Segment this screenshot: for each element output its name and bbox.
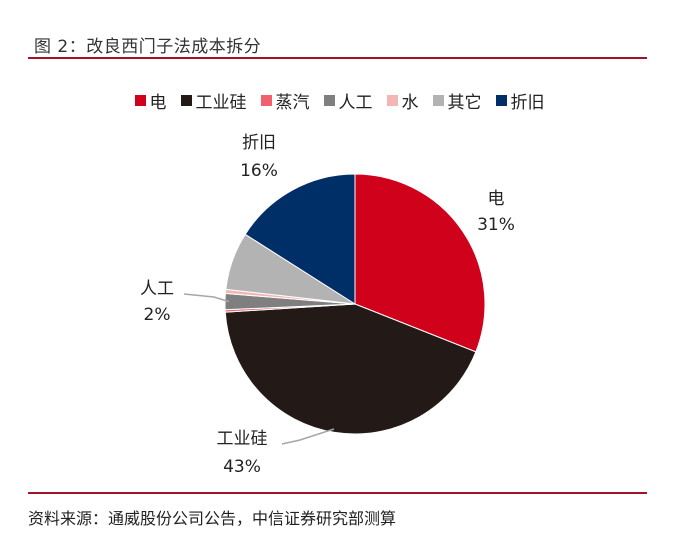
slice-pct-silicon: 43% [223,457,261,477]
pie-slice-1 [224,303,477,435]
legend-label: 工业硅 [195,93,247,113]
legend-item-6: 折旧 [495,88,545,113]
legend-item-5: 其它 [432,88,482,113]
legend: 电 工业硅 蒸汽 人工 水 其它 折旧 [0,88,679,113]
legend-label: 水 [401,93,419,113]
legend-label: 电 [149,93,167,113]
top-divider [28,57,647,59]
legend-swatch [386,95,398,106]
slice-pct-depreciation: 16% [240,161,278,181]
legend-item-1: 工业硅 [180,88,247,113]
pie-slice-0 [354,173,486,353]
legend-label: 折旧 [510,93,545,113]
legend-label: 蒸汽 [275,93,310,113]
legend-swatch [432,95,444,106]
slice-label-depreciation: 折旧 [242,133,276,153]
bottom-divider [28,492,647,494]
legend-item-4: 水 [386,88,419,113]
legend-item-2: 蒸汽 [260,88,310,113]
slice-pct-electricity: 31% [477,215,515,235]
slice-label-silicon: 工业硅 [217,429,268,449]
legend-swatch [180,95,192,106]
slice-label-electricity: 电 [488,189,505,209]
pie-slice-6 [244,173,356,305]
figure-title: 图 2：改良西门子法成本拆分 [34,37,262,57]
legend-label: 其它 [447,93,482,113]
legend-item-0: 电 [134,88,167,113]
source-note: 资料来源：通威股份公司公告，中信证券研究部测算 [28,509,397,528]
legend-swatch [495,95,507,106]
leader-line-silicon [281,428,335,445]
leader-line-labor [183,293,230,303]
legend-label: 人工 [338,93,373,113]
legend-swatch [323,95,335,106]
slice-label-labor: 人工 [140,279,174,299]
legend-swatch [134,95,146,106]
legend-swatch [260,95,272,106]
legend-item-3: 人工 [323,88,373,113]
slice-pct-labor: 2% [144,305,171,325]
